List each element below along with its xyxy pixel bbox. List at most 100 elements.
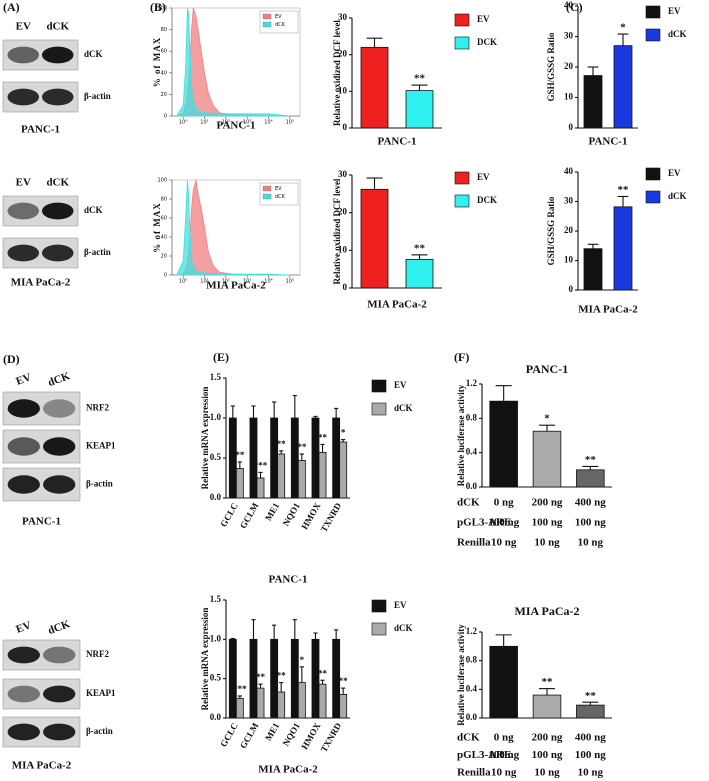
y-tick-label: 40 <box>161 235 167 241</box>
significance-label: ** <box>618 184 630 196</box>
bar <box>489 400 518 488</box>
bar <box>576 704 605 719</box>
x-tick-label: 10⁰ <box>179 120 187 126</box>
x-tick-label: GCLM <box>238 501 261 531</box>
table-cell: 100 ng <box>488 749 519 761</box>
x-tick-label: 10² <box>222 279 230 285</box>
bar <box>489 645 518 719</box>
bar <box>360 46 389 129</box>
y-tick-label: 0 <box>569 284 574 294</box>
row-label: dCK <box>84 205 103 215</box>
legend-label: EV <box>477 172 490 182</box>
legend-label: EV <box>394 600 407 610</box>
y-tick-label: 1.5 <box>210 372 222 382</box>
x-tick-label: NQO1 <box>281 501 302 528</box>
row-label: dCK <box>84 49 103 59</box>
legend-label: DCK <box>477 195 497 205</box>
legend-label: dCK <box>394 403 413 413</box>
y-tick-label: 20 <box>564 225 574 235</box>
significance-label: ** <box>585 690 597 702</box>
y-tick-label: 80 <box>161 27 167 33</box>
legend-swatch <box>371 402 387 416</box>
table-cell: 10 ng <box>534 537 560 549</box>
panel-label: (E) <box>213 350 229 364</box>
y-tick-label: 20 <box>338 49 348 59</box>
y-axis-label: Relative oxidized DCF level <box>332 178 342 284</box>
table-cell: 400 ng <box>575 732 606 744</box>
y-axis-label: % of MAX <box>152 37 162 88</box>
lane-label: EV <box>16 21 31 33</box>
x-tick-label: 10³ <box>243 120 251 126</box>
y-tick-label: 0.4 <box>466 447 478 457</box>
y-tick-label: 10 <box>338 85 348 95</box>
table-cell: 10 ng <box>534 767 560 779</box>
table-cell: 0 ng <box>494 732 514 744</box>
y-tick-label: 60 <box>161 49 167 55</box>
y-tick-label: 100 <box>157 178 167 184</box>
legend-swatch <box>645 167 661 181</box>
legend-label: dCK <box>668 191 687 201</box>
significance-label: ** <box>256 672 266 682</box>
blot-caption: PANC-1 <box>22 516 61 528</box>
panel-label: (A) <box>3 0 20 14</box>
y-axis-label: Relative mRNA expression <box>200 387 210 490</box>
significance-label: ** <box>297 442 307 452</box>
blot-band <box>7 88 39 106</box>
blot-band <box>42 46 74 64</box>
x-tick-label: 10³ <box>243 279 251 285</box>
significance-label: *** <box>254 460 268 470</box>
histogram-area <box>176 179 290 276</box>
x-tick-label: GCLC <box>218 721 240 749</box>
x-tick-label: 10¹ <box>200 120 208 126</box>
x-tick-label: 10⁵ <box>286 120 294 126</box>
blot-band <box>7 399 40 418</box>
legend-swatch <box>454 171 470 185</box>
y-tick-label: 20 <box>338 207 348 217</box>
y-tick-label: 1.0 <box>210 633 222 643</box>
y-axis-label: GSH/GSSG Ratio <box>546 32 556 101</box>
lane-label: EV <box>16 177 31 189</box>
chart-title: MIA PaCa-2 <box>515 604 580 618</box>
legend-swatch <box>371 599 387 613</box>
significance-label: ** <box>414 242 426 254</box>
legend-swatch <box>262 13 272 20</box>
legend-swatch <box>645 5 661 19</box>
y-axis-label: Relative luciferase activity <box>456 384 466 486</box>
x-tick-label: GCLC <box>218 501 240 529</box>
table-row-label: Renilla <box>457 537 491 549</box>
bar <box>532 430 562 488</box>
legend-label: EV <box>477 14 490 24</box>
y-axis-label: Relative oxidized DCF level <box>332 20 342 126</box>
x-axis-label: MIA PaCa-2 <box>578 304 638 316</box>
bar <box>290 417 299 499</box>
legend-label: dCK <box>275 22 286 28</box>
significance-label: ** <box>235 450 245 460</box>
blot-band <box>43 685 76 703</box>
x-tick-label: 10² <box>222 120 230 126</box>
significance-label: ** <box>339 676 349 686</box>
bar <box>583 248 603 291</box>
table-cell: 200 ng <box>532 497 563 509</box>
blot-band <box>7 202 39 220</box>
bar <box>613 206 633 291</box>
blot-band <box>43 399 76 418</box>
x-tick-label: ME1 <box>263 721 281 743</box>
table-cell: 100 ng <box>488 517 519 529</box>
blot-band <box>43 723 76 741</box>
y-tick-label: 30 <box>338 169 348 179</box>
legend-label: dCK <box>668 29 687 39</box>
panel-label: (B) <box>150 0 166 14</box>
row-label: NRF2 <box>86 649 109 659</box>
significance-label: *** <box>233 684 247 694</box>
blot-caption: MIA PaCa-2 <box>11 277 71 289</box>
blot-band <box>7 437 40 456</box>
bar <box>297 682 306 719</box>
blot-band <box>43 437 76 456</box>
row-label: β-actin <box>84 247 111 257</box>
table-row-label: pGL3-ARE <box>457 749 511 761</box>
table-cell: 10 ng <box>491 767 517 779</box>
y-tick-label: 0.0 <box>466 481 478 491</box>
y-tick-label: 1.2 <box>466 626 478 636</box>
bar <box>256 477 265 499</box>
